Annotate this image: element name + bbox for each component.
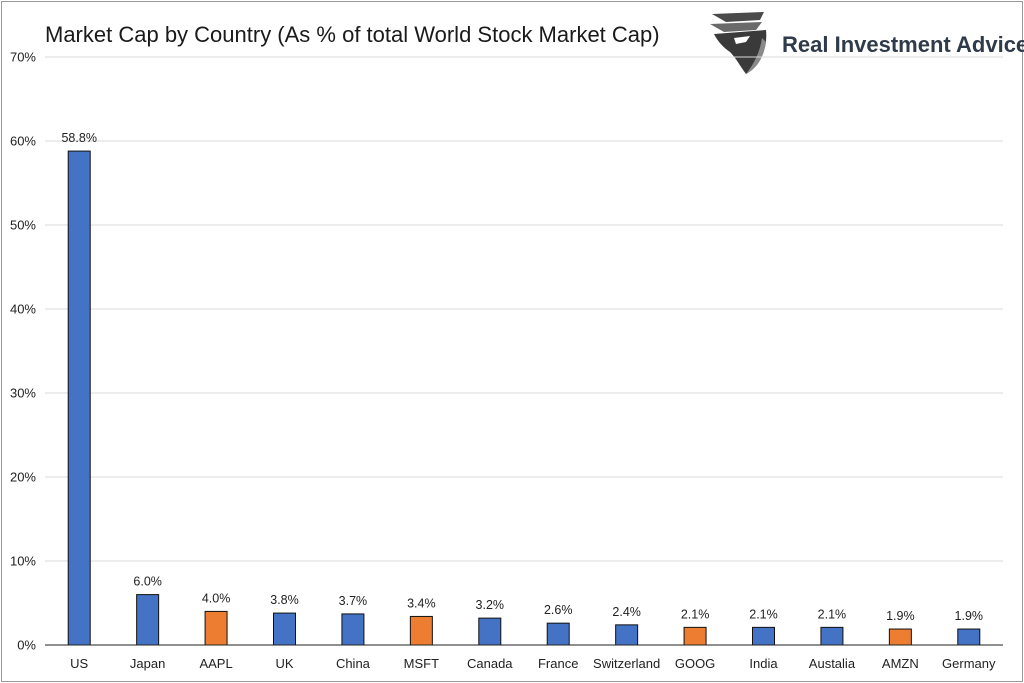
x-tick-label: Switzerland — [593, 656, 660, 671]
x-tick-label: Germany — [942, 656, 996, 671]
data-label: 58.8% — [61, 131, 96, 145]
data-label: 4.0% — [202, 591, 231, 605]
bar — [204, 610, 228, 646]
data-label: 2.1% — [818, 607, 847, 621]
data-label: 3.8% — [270, 593, 299, 607]
bars — [67, 150, 981, 646]
y-tick-label: 70% — [10, 50, 36, 65]
y-tick-label: 60% — [10, 134, 36, 149]
data-label: 2.1% — [681, 607, 710, 621]
bar — [341, 613, 365, 646]
bar — [273, 612, 296, 646]
bar — [67, 150, 91, 646]
x-tick-label: France — [538, 656, 578, 671]
x-tick-label: Austalia — [809, 656, 856, 671]
data-label: 3.7% — [339, 594, 368, 608]
y-tick-label: 40% — [10, 302, 36, 317]
gridlines — [45, 56, 1003, 562]
bar — [683, 626, 707, 646]
y-tick-label: 50% — [10, 218, 36, 233]
x-tick-label: AAPL — [199, 656, 232, 671]
y-axis-ticks: 0% 10% 20% 30% 40% 50% 60% 70% — [10, 50, 36, 653]
data-labels: 58.8% 6.0% 4.0% 3.8% 3.7% 3.4% 3.2% 2.6% 2.4% 2.1… — [61, 131, 983, 623]
bar — [409, 615, 433, 646]
data-label: 2.6% — [544, 603, 573, 617]
data-label: 2.1% — [749, 607, 778, 621]
y-tick-label: 10% — [10, 554, 36, 569]
x-tick-label: GOOG — [675, 656, 715, 671]
data-label: 6.0% — [133, 575, 162, 589]
x-tick-label: AMZN — [882, 656, 919, 671]
bar — [820, 626, 844, 646]
x-axis-ticks: US Japan AAPL UK China MSFT Canada France Switze… — [70, 656, 996, 671]
y-tick-label: 20% — [10, 470, 36, 485]
chart-title: Market Cap by Country (As % of total Wor… — [45, 22, 660, 47]
data-label: 3.4% — [407, 596, 436, 610]
y-tick-label: 30% — [10, 386, 36, 401]
x-tick-label: MSFT — [404, 656, 439, 671]
bar — [478, 617, 502, 646]
x-tick-label: China — [336, 656, 371, 671]
brand-name: Real Investment Advice — [782, 32, 1024, 57]
x-tick-label: US — [70, 656, 88, 671]
eagle-head-icon — [710, 12, 767, 74]
y-tick-label: 0% — [17, 638, 36, 653]
brand-logo: Real Investment Advice — [706, 8, 1024, 80]
bar — [957, 628, 981, 646]
bar — [888, 628, 912, 646]
x-tick-label: Canada — [467, 656, 513, 671]
bar — [615, 624, 639, 646]
x-tick-label: India — [749, 656, 778, 671]
bar — [136, 594, 160, 646]
data-label: 2.4% — [612, 605, 641, 619]
x-tick-label: Japan — [130, 656, 165, 671]
data-label: 3.2% — [476, 598, 505, 612]
bar — [752, 626, 775, 646]
bar — [546, 622, 570, 646]
data-label: 1.9% — [886, 609, 915, 623]
data-label: 1.9% — [955, 609, 984, 623]
x-tick-label: UK — [275, 656, 293, 671]
